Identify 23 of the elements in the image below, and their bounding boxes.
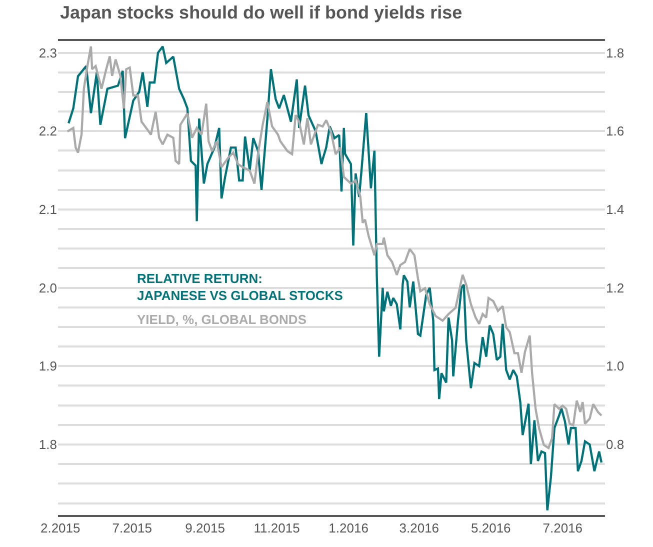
x-tick-label: 5.2016 xyxy=(471,520,511,536)
y-tick-label: 2.1 xyxy=(38,202,57,217)
chart-title: Japan stocks should do well if bond yields rise xyxy=(60,2,462,23)
x-tick-label: 9.2015 xyxy=(185,520,225,536)
y-tick-label: 2.3 xyxy=(38,45,57,60)
y2-tick-label: 1.2 xyxy=(606,280,624,296)
x-tick-label: 3.2016 xyxy=(399,520,440,536)
y-tick-label: 2.0 xyxy=(38,280,57,296)
x-tick-label: 7.2016 xyxy=(542,520,583,536)
y-tick-label: 2.2 xyxy=(38,124,57,139)
y2-tick-label: 1.6 xyxy=(606,124,624,139)
x-tick-label: 2.2015 xyxy=(40,520,80,536)
y-tick-label: 1.8 xyxy=(38,437,57,452)
y-tick-label: 1.9 xyxy=(38,358,57,374)
y2-tick-label: 1.4 xyxy=(606,202,624,217)
text: RELATIVE RETURN: JAPANESE VS GLOBAL STOCKS xyxy=(137,271,344,303)
y2-tick-label: 1.0 xyxy=(606,358,624,374)
text: YIELD, %, GLOBAL BONDS xyxy=(137,312,307,327)
y2-tick-label: 0.8 xyxy=(606,437,624,452)
x-tick-label: 1.2016 xyxy=(328,520,368,536)
y2-tick-label: 1.8 xyxy=(606,45,624,60)
x-tick-label: 7.2015 xyxy=(112,520,152,536)
x-tick-label: 11.2015 xyxy=(254,520,300,536)
